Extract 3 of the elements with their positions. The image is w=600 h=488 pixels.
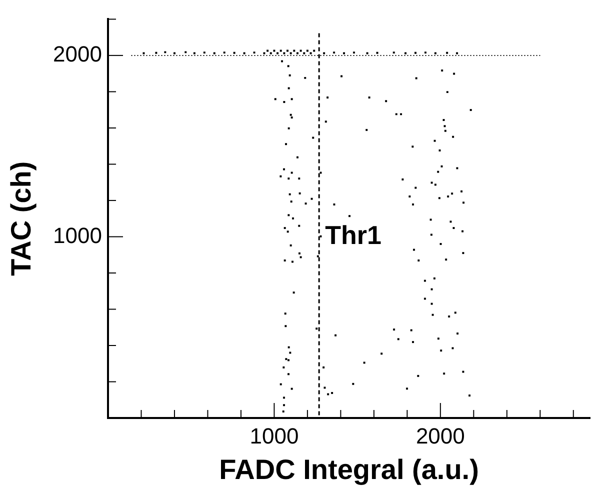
x-axis-title: FADC Integral (a.u.) <box>219 454 479 485</box>
y-axis-title: TAC (ch) <box>6 161 37 276</box>
annotation: Thr1 <box>325 220 382 250</box>
